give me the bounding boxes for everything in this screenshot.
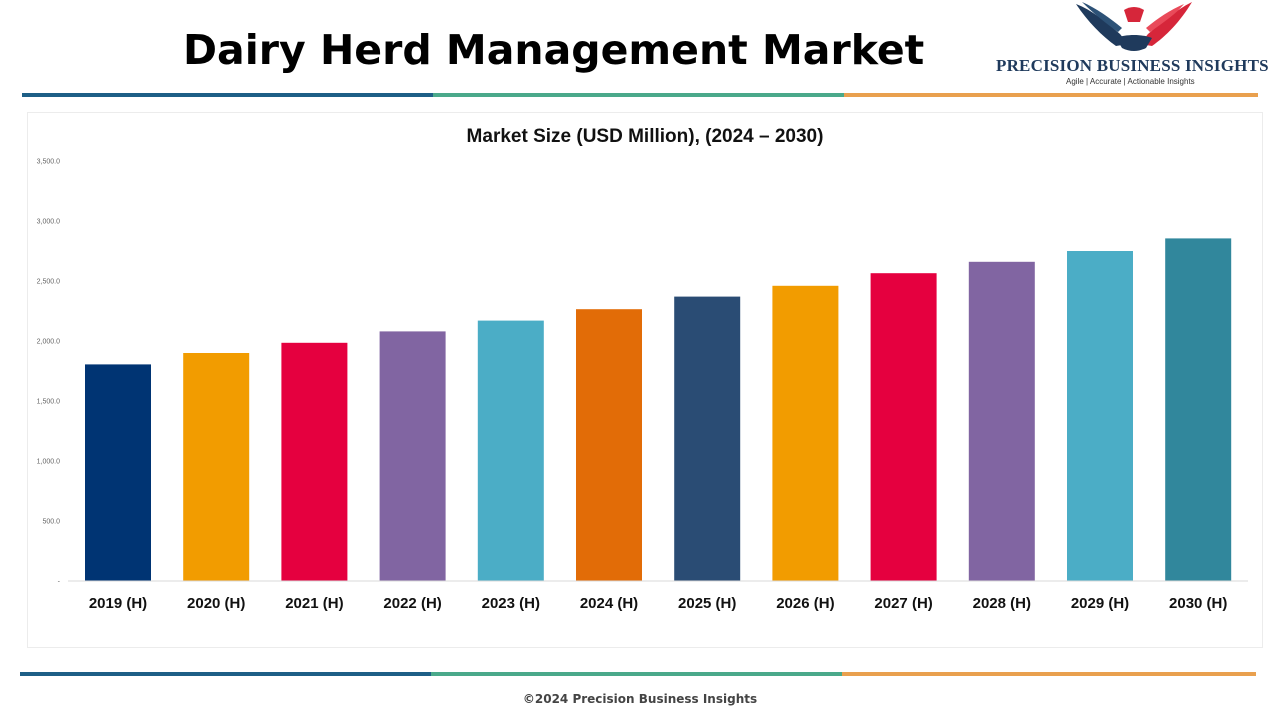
x-tick-label: 2019 (H) [89,595,147,612]
x-tick-label: 2027 (H) [874,595,932,612]
x-tick-label: 2025 (H) [678,595,736,612]
bar [772,285,839,581]
page-title: Dairy Herd Management Market [183,26,925,74]
bar [379,331,446,581]
bar [674,296,741,581]
x-tick-label: 2022 (H) [383,595,441,612]
x-tick-label: 2026 (H) [776,595,834,612]
x-tick-label: 2030 (H) [1169,595,1227,612]
bar [968,261,1035,581]
x-tick-label: 2023 (H) [482,595,540,612]
chart-frame: Market Size (USD Million), (2024 – 2030)… [27,112,1263,648]
footer-copyright: ©2024 Precision Business Insights [522,692,758,706]
bar-series [85,238,1232,581]
logo-tagline: Agile | Accurate | Actionable Insights [1066,77,1195,86]
bar [183,353,250,581]
bar [576,309,642,581]
x-tick-label: 2029 (H) [1071,595,1129,612]
y-tick-label: 3,500.0 [37,159,60,166]
y-tick-label: - [58,579,61,586]
y-tick-label: 2,500.0 [37,279,60,286]
logo-name: PRECISION BUSINESS INSIGHTS [996,56,1269,75]
bar [281,342,348,581]
bar [870,273,937,581]
header-stripe-green [433,93,846,97]
eagle-handshake-icon [1076,2,1192,51]
chart-title: Market Size (USD Million), (2024 – 2030) [467,126,824,147]
y-tick-label: 2,000.0 [37,339,60,346]
bar-chart: Market Size (USD Million), (2024 – 2030)… [37,126,1248,612]
y-axis: - 500.0 1,000.0 1,500.0 2,000.0 2,500.0 3,000.… [37,159,61,586]
x-tick-label: 2021 (H) [285,595,343,612]
bar [1165,238,1232,581]
company-logo: PRECISION BUSINESS INSIGHTS Agile | Accu… [990,0,1280,92]
y-tick-label: 3,000.0 [37,219,60,226]
header-stripe-orange [844,93,1258,97]
x-tick-label: 2020 (H) [187,595,245,612]
x-axis: 2019 (H) 2020 (H) 2021 (H) 2022 (H) 2023 (H)… [89,595,1228,612]
x-tick-label: 2028 (H) [973,595,1031,612]
footer-stripe-orange [842,672,1256,676]
y-tick-label: 1,500.0 [37,399,60,406]
bar [85,364,151,581]
footer-stripe-green [431,672,844,676]
bar [1067,251,1133,581]
header-stripe-blue [22,93,435,97]
y-tick-label: 1,000.0 [37,459,60,466]
y-tick-label: 500.0 [42,519,60,526]
footer-stripe-blue [20,672,433,676]
x-tick-label: 2024 (H) [580,595,638,612]
bar [477,320,544,581]
